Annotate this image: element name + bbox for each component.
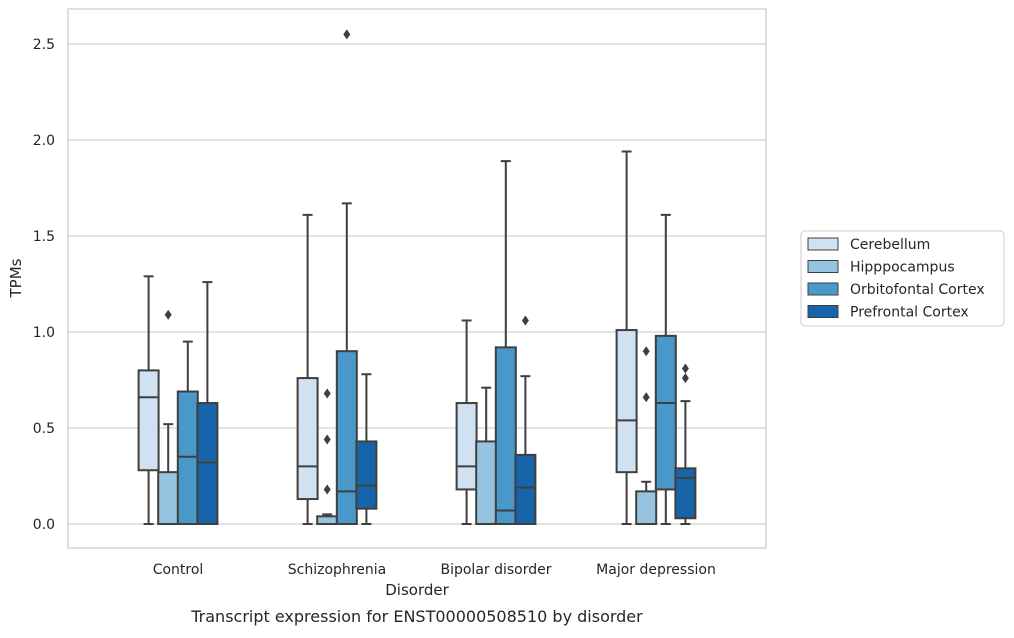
- box-3-3: [674, 363, 697, 525]
- outlier-point: [323, 484, 331, 495]
- box-body: [335, 350, 358, 526]
- box-body: [296, 377, 319, 501]
- box-3-2: [654, 213, 677, 525]
- y-tick-label: 0.0: [33, 517, 55, 533]
- box-0-2: [176, 340, 199, 525]
- x-tick-label: Major depression: [596, 562, 716, 578]
- box-2-3: [514, 315, 537, 526]
- outlier-point: [681, 363, 689, 374]
- box-0-1: [157, 309, 180, 526]
- box-body: [494, 346, 517, 525]
- box-3-0: [615, 150, 638, 525]
- legend: Cerebellum Hipppocampus Orbitofontal Corte…: [800, 230, 1005, 327]
- box-body: [137, 369, 160, 472]
- y-tick-label: 1.0: [33, 325, 55, 341]
- box-body: [355, 440, 378, 510]
- box-2-0: [455, 319, 478, 525]
- outlier-point: [642, 392, 650, 403]
- box-body: [654, 334, 677, 491]
- box-0-3: [196, 281, 219, 526]
- legend-label: Orbitofontal Cortex: [850, 282, 985, 298]
- box-body: [615, 329, 638, 474]
- plot-frame: [67, 8, 767, 549]
- legend-label: Prefrontal Cortex: [850, 305, 969, 321]
- box-body: [157, 471, 180, 526]
- legend-label: Hipppocampus: [850, 260, 955, 276]
- outlier-point: [521, 315, 529, 326]
- box-body: [674, 467, 697, 520]
- box-body: [635, 490, 658, 525]
- legend-label: Cerebellum: [850, 237, 930, 253]
- outlier-point: [323, 388, 331, 399]
- outlier-point: [681, 373, 689, 384]
- y-tick-label: 2.5: [33, 37, 55, 53]
- y-axis-label: TPMs: [7, 258, 25, 298]
- x-axis-label: Disorder: [385, 581, 449, 599]
- y-tick-label: 0.5: [33, 421, 55, 437]
- box-0-0: [137, 275, 160, 525]
- outlier-point: [642, 346, 650, 357]
- box-body: [514, 453, 537, 526]
- box-body: [455, 402, 478, 491]
- outlier-point: [323, 434, 331, 445]
- box-2-1: [475, 386, 498, 525]
- box-3-1: [635, 346, 658, 525]
- legend-swatch: [807, 282, 839, 296]
- boxes: [137, 29, 697, 526]
- x-tick-label: Bipolar disorder: [440, 562, 551, 578]
- box-1-2: [335, 29, 358, 526]
- legend-swatch: [807, 305, 839, 318]
- box-1-0: [296, 213, 319, 525]
- legend-swatch: [807, 237, 839, 251]
- y-tick-label: 2.0: [33, 133, 55, 149]
- box-body: [475, 440, 498, 525]
- y-tick-label: 1.5: [33, 229, 55, 245]
- legend-swatch: [807, 260, 839, 273]
- chart-caption: Transcript expression for ENST0000050851…: [190, 607, 643, 626]
- x-tick-label: Schizophrenia: [288, 562, 386, 578]
- x-ticks: Control Schizophrenia Bipolar disorder Majo…: [153, 562, 716, 578]
- legend-frame: [800, 230, 1005, 327]
- outlier-point: [164, 309, 172, 320]
- y-ticks: 0.0 0.5 1.0 1.5 2.0 2.5: [33, 37, 55, 533]
- box-body: [316, 515, 339, 526]
- box-1-1: [316, 388, 339, 526]
- x-tick-label: Control: [153, 562, 204, 578]
- box-1-3: [355, 373, 378, 525]
- box-2-2: [494, 160, 517, 525]
- outlier-point: [343, 29, 351, 40]
